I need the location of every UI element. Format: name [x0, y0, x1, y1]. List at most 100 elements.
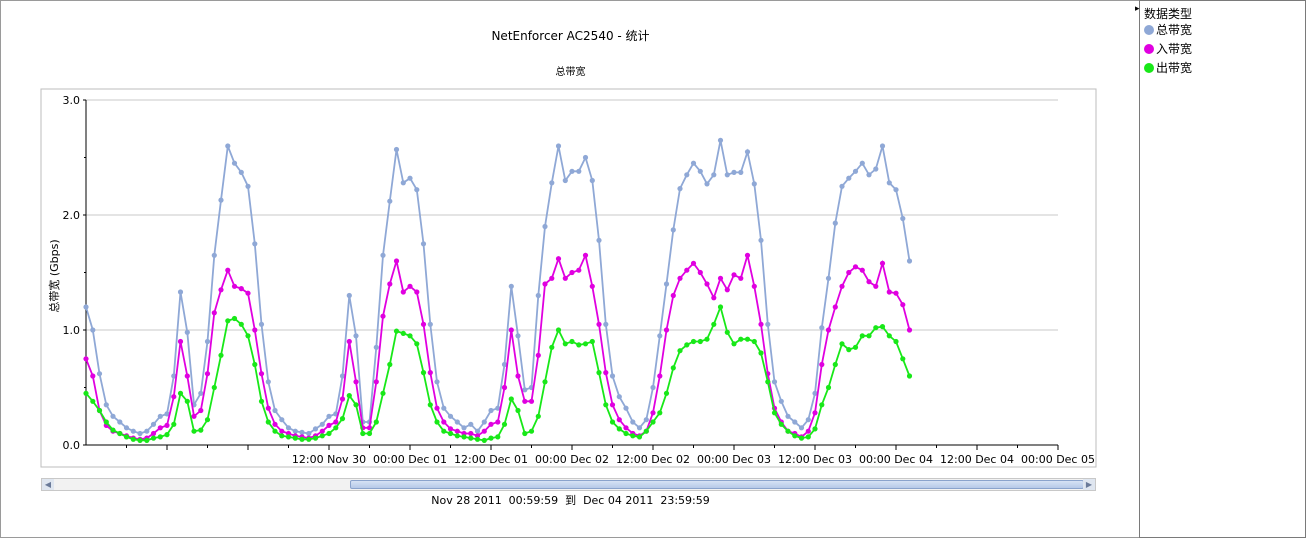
data-point [171, 373, 177, 379]
data-point [744, 149, 751, 155]
data-point [245, 333, 251, 339]
data-point [812, 410, 818, 416]
data-point [299, 429, 305, 435]
data-point [258, 321, 265, 327]
data-point [238, 321, 244, 327]
time-scrollbar[interactable]: ◀ ▶ [41, 478, 1096, 491]
data-point [832, 361, 838, 368]
scroll-right-button[interactable]: ▶ [1083, 479, 1095, 490]
data-point [528, 428, 535, 434]
y-tick-label: 0.0 [63, 439, 81, 452]
data-point [812, 426, 818, 432]
data-point [245, 290, 251, 296]
data-point [225, 143, 231, 149]
data-point [636, 425, 643, 431]
data-point [400, 289, 406, 295]
data-point [906, 327, 913, 333]
data-point [751, 283, 757, 289]
data-point [893, 187, 899, 193]
data-point [218, 197, 224, 203]
data-point [481, 419, 487, 425]
data-point [792, 433, 798, 439]
time-range-label: Nov 28 2011 00:59:59 到 Dec 04 2011 23:59… [431, 494, 710, 507]
data-point [697, 338, 703, 345]
scroll-thumb[interactable] [350, 480, 1084, 489]
data-point [758, 321, 764, 327]
x-tick-label: 00:00 Dec 01 [373, 453, 447, 466]
data-point [123, 434, 130, 440]
data-point [130, 428, 136, 434]
data-point [609, 373, 616, 379]
data-point [488, 421, 494, 427]
data-point [454, 419, 460, 425]
data-point [758, 237, 764, 243]
data-point [110, 427, 116, 433]
data-point [576, 342, 582, 348]
scroll-left-button[interactable]: ◀ [42, 479, 54, 490]
data-point [873, 325, 879, 331]
data-point [704, 281, 710, 287]
data-point [103, 419, 109, 425]
data-point [204, 338, 211, 345]
data-point [751, 338, 757, 345]
data-point [616, 394, 622, 400]
data-point [204, 417, 211, 423]
data-point [400, 180, 406, 186]
legend-item-total[interactable]: 总带宽 [1144, 22, 1192, 38]
data-point [711, 295, 717, 301]
data-point [582, 341, 589, 347]
data-point [873, 166, 879, 172]
data-point [407, 283, 413, 289]
data-point [879, 143, 886, 149]
legend-label: 出带宽 [1156, 61, 1193, 75]
data-point [447, 426, 454, 432]
data-point [663, 390, 670, 396]
data-point [677, 348, 683, 354]
data-point [825, 384, 832, 391]
data-point [177, 338, 184, 345]
data-point [83, 390, 89, 396]
data-point [306, 436, 312, 442]
chart-subtitle: 总带宽 [555, 67, 586, 78]
data-point [326, 422, 332, 428]
data-point [360, 430, 366, 437]
data-point [684, 267, 690, 273]
data-point [319, 428, 325, 434]
data-point [542, 223, 548, 230]
data-point [427, 321, 433, 327]
data-point [636, 434, 643, 440]
data-series [83, 137, 913, 443]
data-point [670, 292, 676, 299]
data-point [771, 410, 778, 416]
data-point [562, 341, 568, 347]
data-point [468, 435, 474, 441]
data-point [171, 394, 177, 400]
data-point [859, 267, 865, 273]
data-point [191, 413, 197, 419]
data-point [812, 390, 818, 396]
data-point [238, 169, 244, 175]
data-point [279, 428, 285, 434]
data-point [900, 215, 906, 222]
data-point [805, 417, 811, 423]
x-tick-label: 12:00 Nov 30 [292, 453, 366, 466]
data-point [724, 172, 730, 178]
data-point [157, 434, 163, 440]
data-point [569, 338, 575, 345]
legend-item-inbound[interactable]: 入带宽 [1144, 41, 1192, 57]
legend-item-outbound[interactable]: 出带宽 [1144, 60, 1192, 76]
data-point [549, 275, 555, 281]
data-point [420, 241, 427, 247]
data-point [346, 393, 352, 399]
legend-caret-icon[interactable]: ▸ [1135, 4, 1140, 14]
data-point [555, 256, 562, 262]
data-point [468, 430, 474, 437]
data-point [724, 329, 730, 335]
data-point [373, 344, 379, 350]
data-point [495, 405, 501, 411]
data-point [339, 373, 346, 379]
data-point [495, 419, 501, 425]
data-point [447, 430, 454, 437]
data-point [798, 425, 805, 431]
legend-dot-icon [1144, 25, 1154, 35]
